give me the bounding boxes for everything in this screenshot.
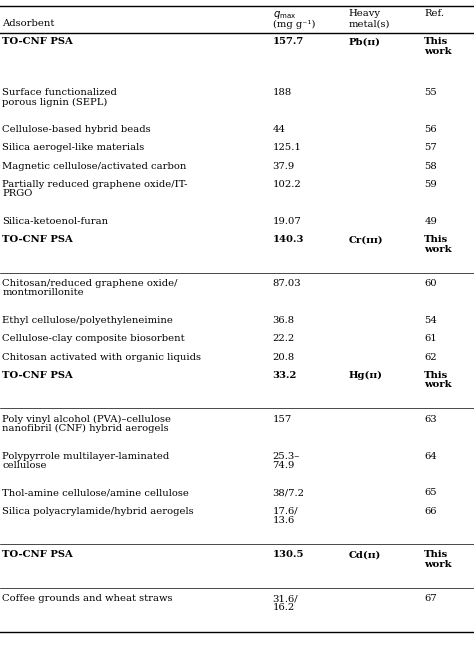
Text: 87.03: 87.03 — [273, 279, 301, 288]
Text: 61: 61 — [424, 334, 437, 343]
Text: 36.8: 36.8 — [273, 316, 295, 325]
Text: Magnetic cellulose/activated carbon: Magnetic cellulose/activated carbon — [2, 162, 187, 171]
Text: Thol-amine cellulose/amine cellulose: Thol-amine cellulose/amine cellulose — [2, 488, 189, 497]
Text: 63: 63 — [424, 415, 437, 424]
Text: 125.1: 125.1 — [273, 143, 301, 152]
Text: 31.6/: 31.6/ — [273, 594, 298, 603]
Text: 130.5: 130.5 — [273, 550, 304, 559]
Text: Ref.: Ref. — [424, 9, 444, 18]
Text: Partially reduced graphene oxide/IT-: Partially reduced graphene oxide/IT- — [2, 180, 188, 189]
Text: Polypyrrole multilayer-laminated: Polypyrrole multilayer-laminated — [2, 452, 170, 461]
Text: 56: 56 — [424, 125, 437, 134]
Text: This: This — [424, 550, 448, 559]
Text: work: work — [424, 245, 452, 253]
Text: Silica polyacrylamide/hybrid aerogels: Silica polyacrylamide/hybrid aerogels — [2, 506, 194, 516]
Text: Silica aerogel-like materials: Silica aerogel-like materials — [2, 143, 145, 152]
Text: $q_\mathrm{max}$: $q_\mathrm{max}$ — [273, 9, 296, 21]
Text: work: work — [424, 380, 452, 389]
Text: Heavy: Heavy — [348, 9, 381, 18]
Text: 54: 54 — [424, 316, 437, 325]
Text: 157: 157 — [273, 415, 292, 424]
Text: 58: 58 — [424, 162, 437, 171]
Text: 65: 65 — [424, 488, 437, 497]
Text: cellulose: cellulose — [2, 461, 47, 470]
Text: 44: 44 — [273, 125, 285, 134]
Text: Cellulose-clay composite biosorbent: Cellulose-clay composite biosorbent — [2, 334, 185, 343]
Text: metal(s): metal(s) — [348, 19, 390, 28]
Text: Pb(ɪɪ): Pb(ɪɪ) — [348, 37, 381, 47]
Text: Chitosan/reduced graphene oxide/: Chitosan/reduced graphene oxide/ — [2, 279, 178, 288]
Text: 16.2: 16.2 — [273, 603, 295, 612]
Text: Hg(ɪɪ): Hg(ɪɪ) — [348, 371, 383, 380]
Text: Cd(ɪɪ): Cd(ɪɪ) — [348, 550, 381, 559]
Text: 22.2: 22.2 — [273, 334, 295, 343]
Text: Surface functionalized: Surface functionalized — [2, 89, 117, 98]
Text: TO-CNF PSA: TO-CNF PSA — [2, 550, 73, 559]
Text: This: This — [424, 235, 448, 244]
Text: (mg g⁻¹): (mg g⁻¹) — [273, 19, 315, 28]
Text: Cellulose-based hybrid beads: Cellulose-based hybrid beads — [2, 125, 151, 134]
Text: 57: 57 — [424, 143, 437, 152]
Text: 64: 64 — [424, 452, 437, 461]
Text: 62: 62 — [424, 353, 437, 362]
Text: 13.6: 13.6 — [273, 516, 295, 525]
Text: 140.3: 140.3 — [273, 235, 304, 244]
Text: 19.07: 19.07 — [273, 217, 301, 226]
Text: work: work — [424, 559, 452, 568]
Text: 25.3–: 25.3– — [273, 452, 300, 461]
Text: work: work — [424, 47, 452, 56]
Text: Ethyl cellulose/polyethyleneimine: Ethyl cellulose/polyethyleneimine — [2, 316, 173, 325]
Text: Adsorbent: Adsorbent — [2, 19, 55, 28]
Text: 33.2: 33.2 — [273, 371, 297, 380]
Text: 55: 55 — [424, 89, 437, 98]
Text: This: This — [424, 37, 448, 47]
Text: 60: 60 — [424, 279, 437, 288]
Text: 74.9: 74.9 — [273, 461, 295, 470]
Text: Cr(ɪɪɪ): Cr(ɪɪɪ) — [348, 235, 383, 244]
Text: PRGO: PRGO — [2, 189, 33, 198]
Text: 59: 59 — [424, 180, 437, 189]
Text: This: This — [424, 371, 448, 380]
Text: TO-CNF PSA: TO-CNF PSA — [2, 371, 73, 380]
Text: 188: 188 — [273, 89, 292, 98]
Text: montmorillonite: montmorillonite — [2, 288, 84, 297]
Text: Coffee grounds and wheat straws: Coffee grounds and wheat straws — [2, 594, 173, 603]
Text: Chitosan activated with organic liquids: Chitosan activated with organic liquids — [2, 353, 201, 362]
Text: 66: 66 — [424, 506, 437, 516]
Text: 38/7.2: 38/7.2 — [273, 488, 305, 497]
Text: porous lignin (SEPL): porous lignin (SEPL) — [2, 98, 108, 107]
Text: Poly vinyl alcohol (PVA)–cellulose: Poly vinyl alcohol (PVA)–cellulose — [2, 415, 172, 424]
Text: 102.2: 102.2 — [273, 180, 301, 189]
Text: 67: 67 — [424, 594, 437, 603]
Text: 17.6/: 17.6/ — [273, 506, 298, 516]
Text: 49: 49 — [424, 217, 437, 226]
Text: 37.9: 37.9 — [273, 162, 295, 171]
Text: Silica-ketoenol-furan: Silica-ketoenol-furan — [2, 217, 109, 226]
Text: 157.7: 157.7 — [273, 37, 304, 47]
Text: TO-CNF PSA: TO-CNF PSA — [2, 235, 73, 244]
Text: 20.8: 20.8 — [273, 353, 295, 362]
Text: nanofibril (CNF) hybrid aerogels: nanofibril (CNF) hybrid aerogels — [2, 424, 169, 433]
Text: TO-CNF PSA: TO-CNF PSA — [2, 37, 73, 47]
